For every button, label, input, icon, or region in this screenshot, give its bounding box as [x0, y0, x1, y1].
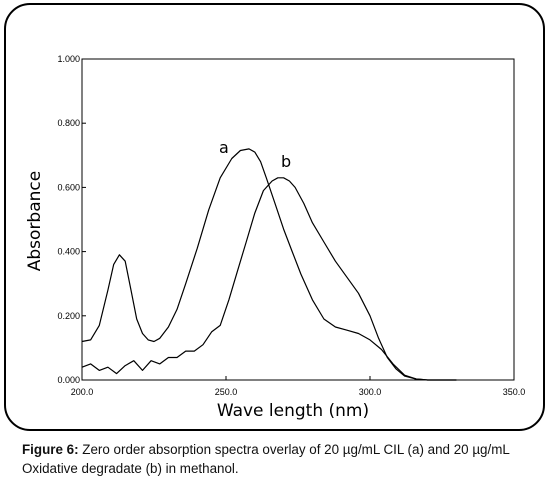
- x-tick-label: 200.0: [71, 387, 94, 397]
- plot-area: [81, 58, 515, 381]
- series-line-a: [81, 148, 457, 381]
- y-axis-label: Absorbance: [25, 171, 45, 271]
- figure-caption: Figure 6: Zero order absorption spectra …: [22, 440, 550, 478]
- spectra-curves: [81, 148, 457, 381]
- series-line-b: [81, 177, 457, 381]
- y-axis-ticks: 0.000 0.200 0.400 0.600 0.800 1.000: [57, 54, 86, 385]
- x-tick-label: 300.0: [359, 387, 382, 397]
- x-axis-ticks: 200.0 250.0 300.0 350.0: [71, 376, 526, 397]
- y-tick-label: 0.800: [57, 118, 80, 128]
- y-tick-label: 0.000: [57, 375, 80, 385]
- y-tick-label: 0.600: [57, 182, 80, 192]
- y-tick-label: 1.000: [57, 54, 80, 64]
- x-tick-label: 350.0: [503, 387, 526, 397]
- curve-label-a: a: [219, 138, 229, 157]
- caption-text: Zero order absorption spectra overlay of…: [22, 442, 510, 476]
- y-tick-label: 0.200: [57, 311, 80, 321]
- x-axis-label: Wave length (nm): [217, 401, 369, 421]
- y-tick-label: 0.400: [57, 247, 80, 257]
- caption-label: Figure 6:: [22, 442, 79, 457]
- x-tick-label: 250.0: [215, 387, 238, 397]
- curve-label-b: b: [281, 152, 291, 171]
